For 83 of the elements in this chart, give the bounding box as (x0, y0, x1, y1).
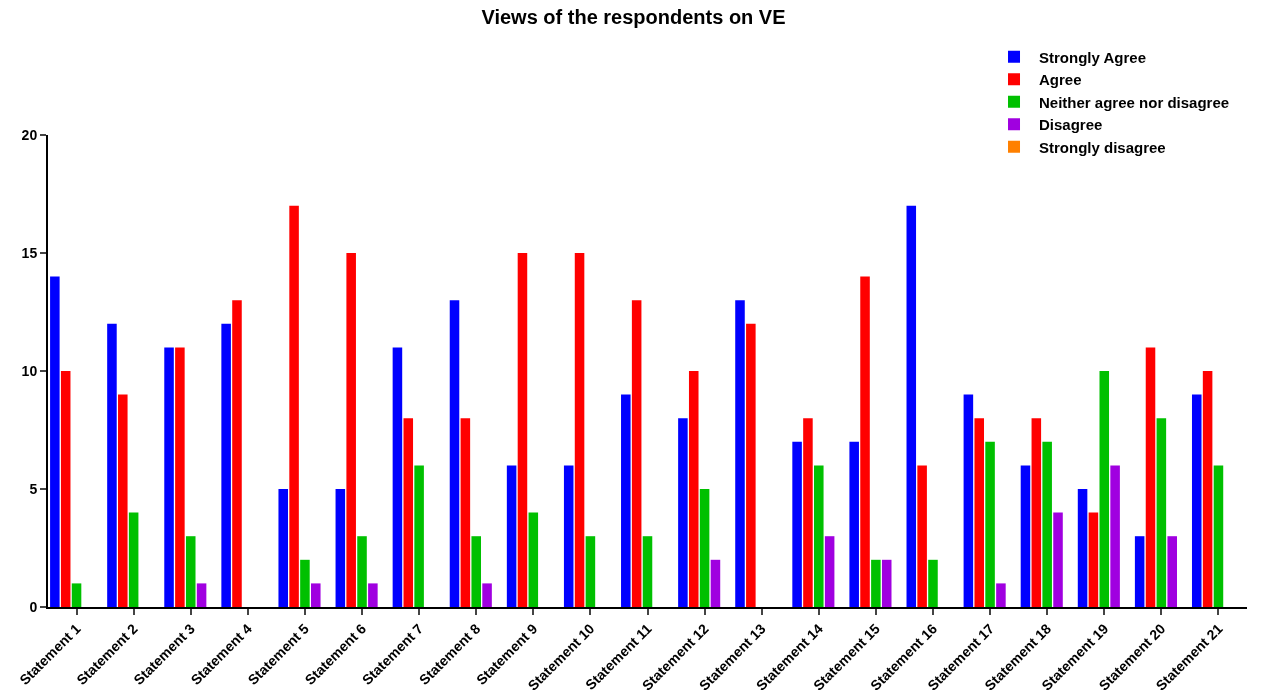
bar (803, 418, 813, 607)
chart-title: Views of the respondents on VE (481, 6, 786, 29)
legend-label: Neither agree nor disagree (1039, 93, 1230, 111)
bar (849, 441, 859, 607)
bar (1191, 394, 1202, 607)
bar (824, 536, 835, 607)
legend-label: Agree (1039, 71, 1082, 89)
bar (50, 276, 60, 607)
bar (881, 559, 892, 607)
bar (1156, 418, 1167, 607)
bar (346, 253, 356, 607)
bar (1053, 512, 1063, 607)
bar (985, 441, 995, 607)
bar (1099, 371, 1110, 607)
bar (118, 394, 128, 607)
bar (699, 489, 710, 607)
bar (1134, 536, 1145, 607)
bar (735, 300, 745, 607)
bar (1167, 536, 1177, 607)
bar (996, 583, 1006, 607)
bar (621, 394, 631, 607)
bar (1110, 465, 1120, 607)
bar (60, 371, 71, 607)
y-tick-label: 20 (21, 126, 38, 143)
bar (871, 559, 881, 607)
bar (974, 418, 984, 607)
bar (963, 394, 974, 607)
bar (1077, 489, 1088, 607)
bar (357, 536, 367, 607)
bar (368, 583, 378, 607)
bar (1088, 512, 1099, 607)
bar (563, 465, 574, 607)
bar (221, 323, 231, 607)
bar (128, 512, 139, 607)
bar (232, 300, 242, 607)
bar (506, 465, 517, 607)
bar (196, 583, 207, 607)
bar (164, 347, 174, 607)
bar (642, 536, 653, 607)
bar (906, 205, 917, 607)
bar (528, 512, 539, 607)
bar (585, 536, 596, 607)
bar (792, 441, 802, 607)
bar (710, 559, 721, 607)
y-tick-label: 10 (21, 362, 38, 379)
bar (278, 489, 289, 607)
bar (107, 323, 117, 607)
bar (460, 418, 471, 607)
bar (631, 300, 642, 607)
bar (392, 347, 403, 607)
bar (403, 418, 414, 607)
bar (517, 253, 528, 607)
bar (1042, 441, 1052, 607)
bar (311, 583, 321, 607)
bar (928, 559, 938, 607)
legend-label: Strongly Agree (1039, 48, 1146, 66)
bar (1202, 371, 1213, 607)
bar (814, 465, 824, 607)
y-tick-label: 5 (29, 480, 38, 497)
bar (1020, 465, 1031, 607)
legend-label: Strongly disagree (1039, 138, 1166, 156)
bar (1031, 418, 1042, 607)
bar (746, 323, 756, 607)
bar (289, 205, 299, 607)
bar (185, 536, 196, 607)
bar (175, 347, 185, 607)
bar (414, 465, 424, 607)
y-tick-label: 15 (21, 244, 38, 261)
bar (1213, 465, 1224, 607)
bar (917, 465, 927, 607)
bar (471, 536, 481, 607)
bar (71, 583, 82, 607)
bar (574, 253, 585, 607)
bar (482, 583, 492, 607)
bar (449, 300, 460, 607)
y-tick-label: 0 (29, 598, 38, 615)
bar (860, 276, 870, 607)
bar (1145, 347, 1156, 607)
bar (335, 489, 346, 607)
bar (300, 559, 310, 607)
legend-label: Disagree (1039, 116, 1103, 134)
bar (678, 418, 688, 607)
bar (688, 371, 699, 607)
